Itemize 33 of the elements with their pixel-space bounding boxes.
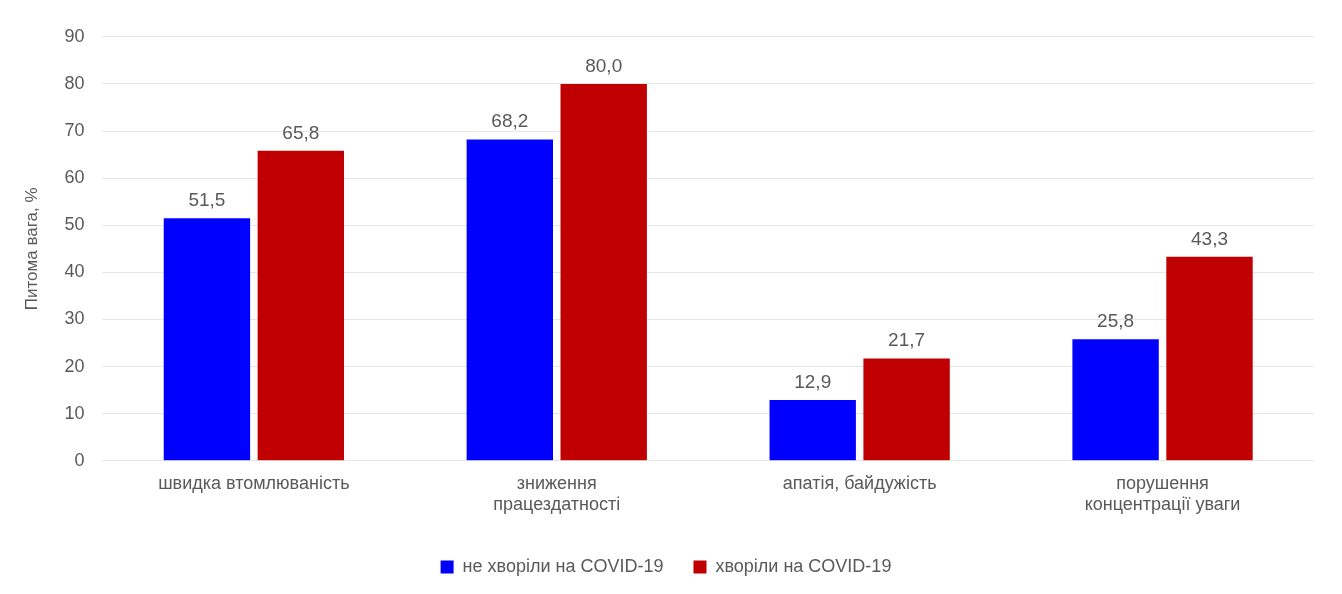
bar <box>257 150 345 461</box>
bar <box>1166 256 1253 461</box>
data-label: 43,3 <box>1191 227 1228 249</box>
y-tick-label: 90 <box>64 25 85 46</box>
bar <box>466 139 554 461</box>
data-label: 65,8 <box>282 121 320 143</box>
bar <box>863 358 950 461</box>
bar <box>560 83 647 461</box>
data-label: 25,8 <box>1097 309 1135 331</box>
x-tick-label: апатія, байдужість <box>782 472 937 493</box>
y-tick-label: 0 <box>74 449 85 470</box>
x-tick-label: зниження працездатності <box>493 472 621 515</box>
data-label: 12,9 <box>794 370 832 392</box>
y-tick-label: 20 <box>64 355 85 376</box>
data-label: 51,5 <box>188 188 226 210</box>
legend-label: хворіли на COVID-19 <box>715 555 892 576</box>
y-axis-title: Питома вага, % <box>21 187 41 311</box>
y-tick-label: 50 <box>64 214 85 235</box>
data-label: 80,0 <box>585 54 623 76</box>
y-tick-label: 10 <box>64 402 85 423</box>
legend-label: не хворіли на COVID-19 <box>462 555 664 576</box>
y-tick-label: 30 <box>64 308 85 329</box>
data-label: 68,2 <box>491 110 529 132</box>
bar <box>769 400 856 461</box>
y-tick-label: 60 <box>64 167 85 188</box>
bar <box>163 218 251 461</box>
data-label: 21,7 <box>888 329 926 351</box>
y-tick-label: 80 <box>64 72 85 93</box>
x-tick-label: порушення концентрації уваги <box>1084 472 1241 515</box>
x-tick-label: швидка втомлюваність <box>158 472 350 493</box>
y-tick-label: 40 <box>64 261 85 282</box>
bar <box>1072 339 1159 461</box>
y-tick-label: 70 <box>64 119 85 140</box>
